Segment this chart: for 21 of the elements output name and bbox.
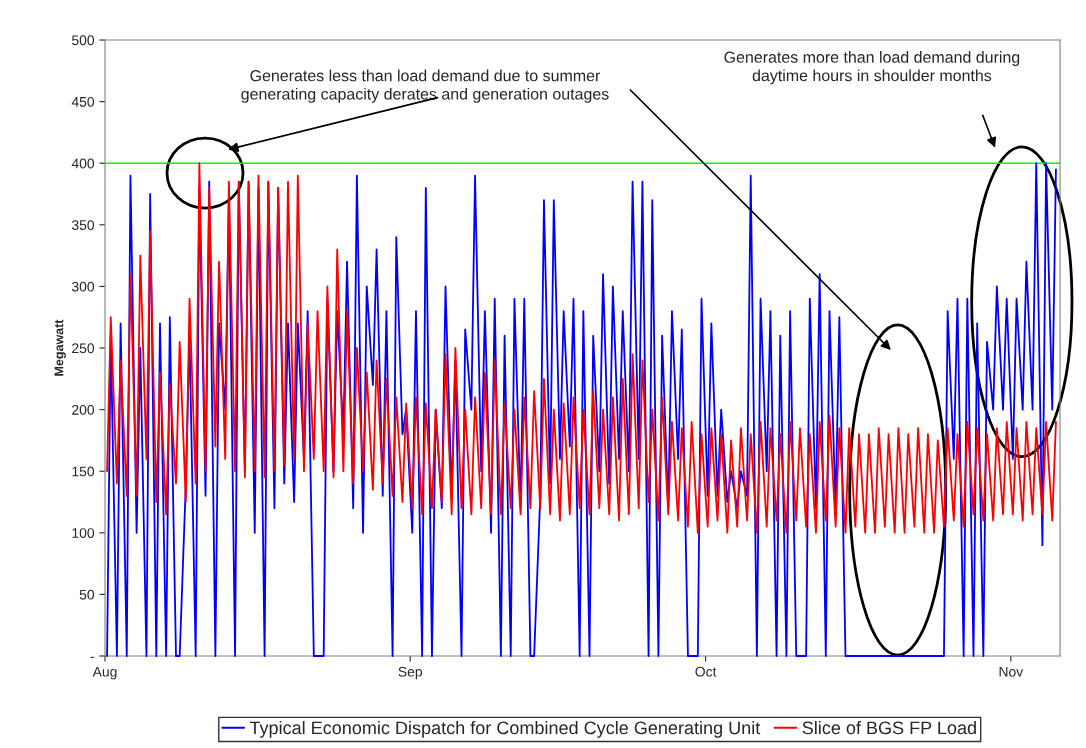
y-tick-label: 250 — [72, 343, 95, 354]
annotation: Generates more than load demand during daytime hours in shoulder months — [724, 51, 1020, 85]
y-tick-label: 100 — [72, 528, 95, 538]
y-tick-label: 500 — [71, 35, 95, 46]
y-tick-label: - — [90, 656, 94, 658]
line-series — [106, 162, 1057, 534]
y-axis-title: Megawatt — [54, 319, 66, 376]
y-tick-label: 400 — [71, 158, 95, 169]
x-tick-label: Oct — [695, 666, 717, 677]
y-tick-label: 200 — [72, 404, 95, 415]
y-tick-label: 350 — [71, 220, 95, 230]
y-tick-label: 450 — [71, 96, 95, 107]
y-tick-label: 300 — [71, 281, 95, 292]
x-tick-label: Sep — [398, 666, 423, 680]
y-tick-label: 150 — [72, 466, 95, 477]
annotation: Generates less than load demand due to summer generating capacity derates and generation outages — [241, 69, 609, 103]
x-tick-label: Nov — [999, 666, 1024, 677]
x-tick-label: Aug — [92, 666, 117, 680]
legend-label: Typical Economic Dispatch for Combined Cycle Generating Unit — [249, 720, 761, 738]
legend-label: Slice of BGS FP Load — [802, 720, 976, 735]
y-tick-label: 50 — [79, 589, 95, 600]
